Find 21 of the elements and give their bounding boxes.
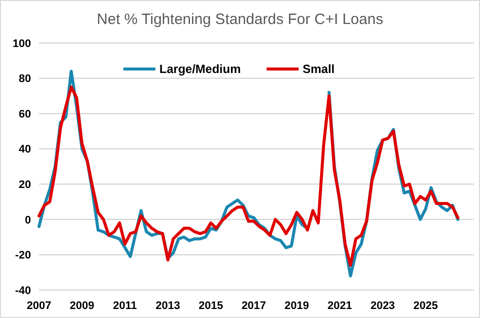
- y-tick-label: 40: [18, 144, 31, 156]
- x-tick-label: 2007: [26, 300, 52, 312]
- y-tick-label: -40: [15, 284, 31, 297]
- x-tick-label: 2019: [284, 300, 310, 312]
- x-tick-label: 2023: [370, 300, 395, 312]
- x-tick-label: 2017: [242, 300, 266, 312]
- legend-label: Small: [302, 62, 335, 76]
- y-tick-label: 60: [18, 108, 31, 120]
- legend-label: Large/Medium: [159, 62, 241, 76]
- x-tick-label: 2013: [156, 300, 180, 312]
- x-tick-label: 2015: [198, 300, 224, 312]
- x-tick-label: 2025: [413, 300, 438, 312]
- y-tick-label: 20: [18, 178, 31, 191]
- x-tick-label: 2009: [70, 300, 94, 312]
- y-tick-label: -20: [15, 250, 31, 262]
- y-tick-label: 100: [12, 38, 31, 50]
- x-tick-label: 2021: [328, 300, 352, 312]
- x-tick-label: 2011: [112, 300, 137, 312]
- y-tick-label: 80: [18, 73, 31, 86]
- chart-title: Net % Tightening Standards For C+I Loans: [96, 11, 384, 28]
- y-tick-label: 0: [24, 214, 31, 226]
